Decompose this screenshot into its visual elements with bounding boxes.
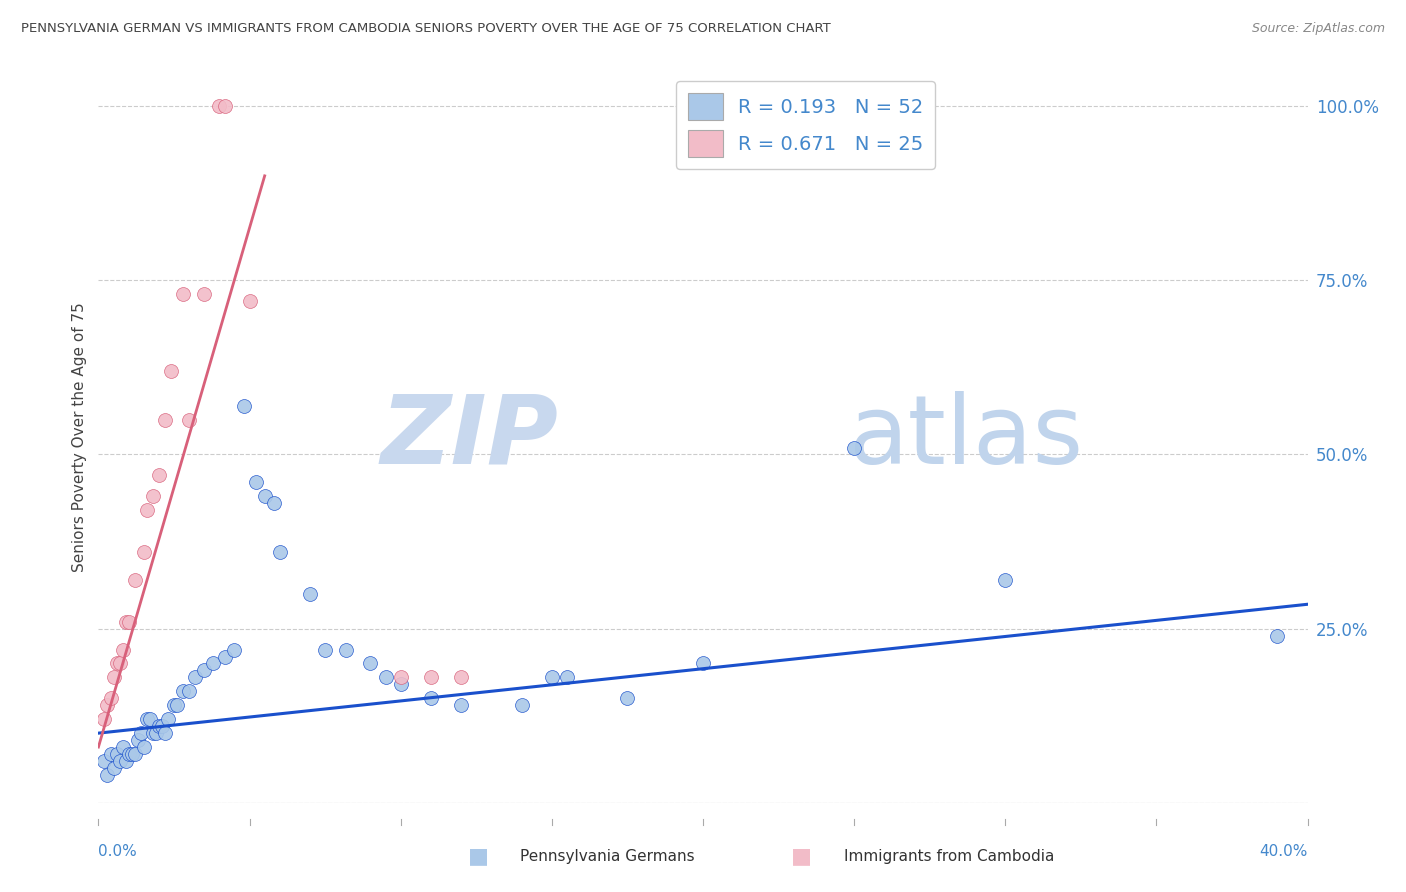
Point [103,670,125,684]
Y-axis label: Seniors Poverty Over the Age of 75: Seniors Poverty Over the Age of 75 [72,302,87,572]
Point [114,615,136,629]
Point [166,698,188,713]
Point [132,740,155,755]
Point [96,698,118,713]
Text: ■: ■ [792,847,811,866]
Point [374,670,396,684]
Point [555,670,578,684]
Point [121,747,143,761]
Point [224,642,246,657]
Point [335,642,357,657]
Point [420,691,443,706]
Point [153,726,176,740]
Point [135,712,157,726]
Point [420,670,443,684]
Point [145,726,167,740]
Point [299,587,322,601]
Point [111,740,134,755]
Point [124,573,146,587]
Point [160,364,183,378]
Text: ■: ■ [468,847,488,866]
Point [253,489,276,503]
Point [114,754,136,768]
Text: atlas: atlas [848,391,1083,483]
Point [118,747,141,761]
Point [844,441,866,455]
Point [142,489,165,503]
Point [245,475,267,490]
Point [184,670,207,684]
Text: Immigrants from Cambodia: Immigrants from Cambodia [844,849,1054,863]
Point [96,768,118,782]
Point [202,657,225,671]
Point [208,99,231,113]
Point [1267,629,1289,643]
Point [127,733,149,747]
Point [93,712,115,726]
Text: Source: ZipAtlas.com: Source: ZipAtlas.com [1251,22,1385,36]
Point [232,399,254,413]
Point [163,698,186,713]
Point [172,287,194,301]
Point [108,754,131,768]
Point [105,657,128,671]
Point [118,615,141,629]
Point [389,670,412,684]
Point [148,468,170,483]
Point [214,99,236,113]
Point [510,698,533,713]
Point [172,684,194,698]
Text: ZIP: ZIP [380,391,558,483]
Point [111,642,134,657]
Point [103,761,125,775]
Text: PENNSYLVANIA GERMAN VS IMMIGRANTS FROM CAMBODIA SENIORS POVERTY OVER THE AGE OF : PENNSYLVANIA GERMAN VS IMMIGRANTS FROM C… [21,22,831,36]
Point [135,503,157,517]
Point [540,670,562,684]
Point [263,496,285,510]
Point [93,754,115,768]
Point [129,726,152,740]
Point [100,691,122,706]
Point [150,719,173,733]
Point [616,691,638,706]
Point [450,670,472,684]
Point [214,649,236,664]
Point [314,642,336,657]
Point [692,657,714,671]
Point [132,545,155,559]
Point [142,726,165,740]
Text: 40.0%: 40.0% [1260,845,1308,859]
Point [994,573,1017,587]
Point [108,657,131,671]
Point [239,294,262,309]
Point [269,545,291,559]
Point [100,747,122,761]
Point [153,412,176,426]
Point [389,677,412,691]
Point [148,719,170,733]
Text: 0.0%: 0.0% [98,845,138,859]
Point [179,684,201,698]
Point [139,712,162,726]
Point [360,657,382,671]
Text: Pennsylvania Germans: Pennsylvania Germans [520,849,695,863]
Point [193,287,215,301]
Point [156,712,179,726]
Point [450,698,472,713]
Point [124,747,146,761]
Point [179,412,201,426]
Legend: R = 0.193   N = 52, R = 0.671   N = 25: R = 0.193 N = 52, R = 0.671 N = 25 [676,81,935,169]
Point [105,747,128,761]
Point [193,664,215,678]
